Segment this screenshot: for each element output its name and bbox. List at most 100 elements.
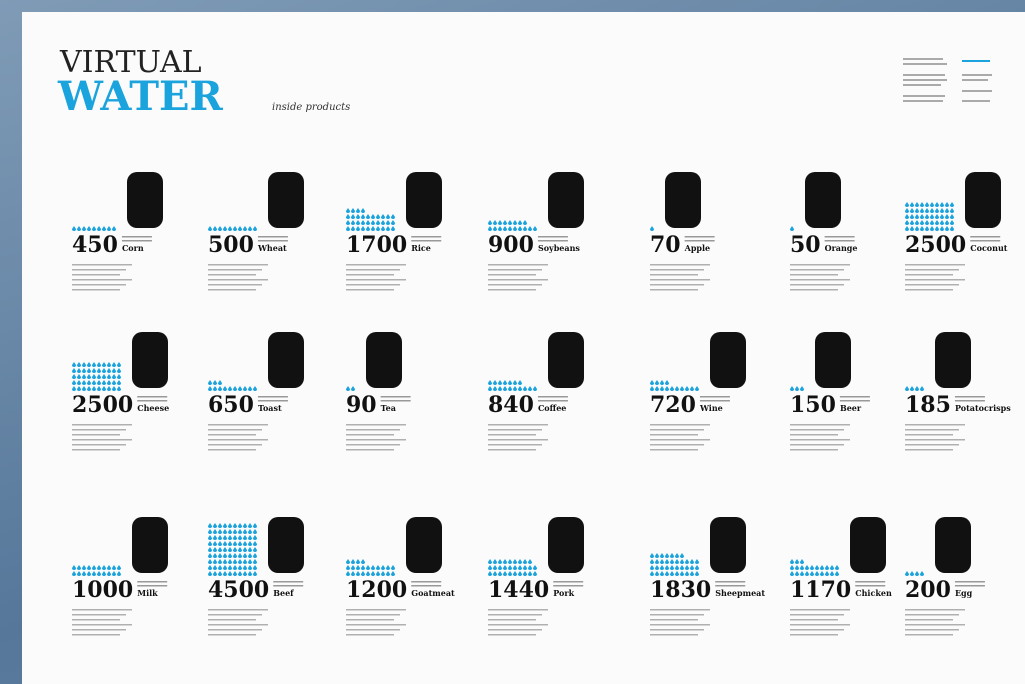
description-line	[72, 269, 126, 271]
description-line	[488, 289, 536, 291]
water-drops	[72, 226, 116, 231]
label-line	[538, 396, 568, 398]
product-value: 90	[346, 392, 377, 418]
label-line	[955, 581, 985, 583]
description-line	[346, 619, 394, 621]
product-value: 1170	[790, 577, 851, 603]
description-line	[790, 289, 838, 291]
description-line	[650, 634, 698, 636]
product-value: 2500	[72, 392, 133, 418]
label-line	[137, 400, 167, 402]
description-line	[790, 429, 844, 431]
poster: VIRTUAL WATER inside products 450Corn500…	[0, 0, 1025, 684]
description-line	[488, 624, 548, 626]
label-line	[411, 240, 441, 242]
description-line	[208, 429, 262, 431]
description-line	[72, 449, 120, 451]
description-line	[488, 609, 548, 611]
description-line	[346, 429, 400, 431]
label-line	[137, 396, 167, 398]
product-icon	[268, 332, 304, 388]
description-line	[208, 289, 256, 291]
description-line	[905, 614, 959, 616]
label-line	[715, 581, 745, 583]
product-icon	[132, 517, 168, 573]
description-line	[208, 434, 256, 436]
product-name: Tea	[381, 403, 396, 413]
description-line	[790, 634, 838, 636]
product-value: 4500	[208, 577, 269, 603]
page: VIRTUAL WATER inside products 450Corn500…	[0, 0, 1025, 684]
label-line	[715, 585, 745, 587]
description-line	[790, 629, 844, 631]
label-line	[553, 581, 583, 583]
description-line	[790, 619, 838, 621]
product-value: 840	[488, 392, 534, 418]
product-name: Egg	[955, 588, 973, 598]
description-line	[72, 279, 132, 281]
product-icon	[665, 172, 701, 228]
description-line	[488, 429, 542, 431]
product-name: Wheat	[257, 243, 287, 253]
description-line	[790, 614, 844, 616]
label-line	[970, 236, 1000, 238]
product-value: 500	[208, 232, 254, 258]
description-line	[650, 284, 704, 286]
description-line	[790, 274, 838, 276]
description-line	[72, 629, 126, 631]
product-icon	[548, 332, 584, 388]
description-line	[72, 444, 126, 446]
description-line	[650, 264, 710, 266]
label-line	[955, 400, 985, 402]
product-name: Orange	[825, 243, 858, 253]
label-line	[970, 240, 1000, 242]
label-line	[855, 581, 885, 583]
label-line	[825, 240, 855, 242]
description-line	[346, 434, 394, 436]
description-line	[488, 424, 548, 426]
description-line	[346, 629, 400, 631]
product-name: Pork	[553, 588, 574, 598]
description-line	[905, 439, 965, 441]
description-line	[905, 619, 953, 621]
label-line	[381, 396, 411, 398]
description-line	[72, 439, 132, 441]
description-line	[346, 609, 406, 611]
product-name: Rice	[411, 243, 431, 253]
description-line	[72, 289, 120, 291]
product-value: 450	[72, 232, 118, 258]
description-line	[346, 444, 400, 446]
label-line	[258, 400, 288, 402]
label-line	[955, 396, 985, 398]
product-icon	[710, 332, 746, 388]
label-line	[411, 581, 441, 583]
label-line	[538, 240, 568, 242]
product-icon	[268, 172, 304, 228]
product-value: 50	[790, 232, 821, 258]
product-icon	[965, 172, 1001, 228]
description-line	[905, 634, 953, 636]
label-line	[273, 585, 303, 587]
water-drops	[790, 386, 804, 391]
description-line	[650, 439, 710, 441]
description-line	[488, 444, 542, 446]
label-line	[538, 236, 568, 238]
description-line	[790, 264, 850, 266]
product-icon	[366, 332, 402, 388]
label-line	[685, 236, 715, 238]
description-line	[488, 279, 548, 281]
description-line	[905, 284, 959, 286]
description-line	[650, 429, 704, 431]
description-line	[346, 439, 406, 441]
description-line	[208, 274, 256, 276]
label-line	[825, 236, 855, 238]
description-line	[208, 424, 268, 426]
description-line	[208, 279, 268, 281]
description-line	[488, 629, 542, 631]
product-value: 1830	[650, 577, 711, 603]
product-name: Chicken	[855, 588, 892, 598]
description-line	[208, 439, 268, 441]
product-value: 1200	[346, 577, 407, 603]
label-line	[381, 400, 411, 402]
product-icon	[805, 172, 841, 228]
